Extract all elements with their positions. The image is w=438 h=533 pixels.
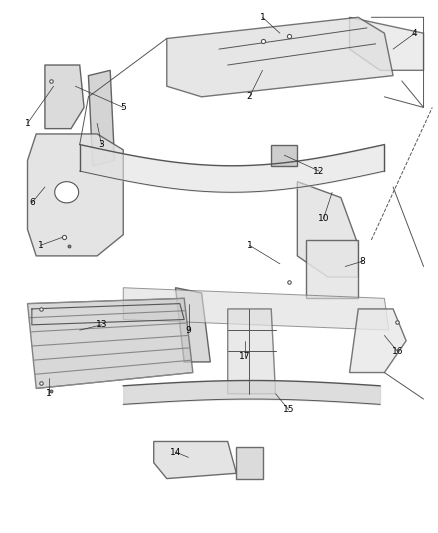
Text: 16: 16	[392, 347, 403, 356]
Polygon shape	[297, 182, 358, 277]
Text: 3: 3	[99, 140, 104, 149]
Polygon shape	[45, 65, 84, 128]
Text: 9: 9	[186, 326, 191, 335]
Text: 5: 5	[120, 103, 126, 112]
Text: 8: 8	[360, 257, 365, 265]
Text: 1: 1	[38, 241, 43, 250]
Polygon shape	[28, 298, 193, 389]
Polygon shape	[237, 447, 262, 479]
Text: 1: 1	[46, 389, 52, 398]
Text: 4: 4	[412, 29, 418, 38]
Text: 15: 15	[283, 405, 294, 414]
Text: 6: 6	[29, 198, 35, 207]
Polygon shape	[306, 240, 358, 298]
Text: 1: 1	[247, 241, 252, 250]
Polygon shape	[167, 17, 393, 97]
Polygon shape	[228, 309, 276, 394]
Polygon shape	[176, 288, 210, 362]
Polygon shape	[350, 17, 424, 70]
Ellipse shape	[55, 182, 79, 203]
Text: 1: 1	[260, 13, 265, 22]
Polygon shape	[350, 309, 406, 373]
Polygon shape	[154, 441, 237, 479]
Polygon shape	[271, 144, 297, 166]
Text: 1: 1	[25, 119, 30, 128]
Polygon shape	[123, 288, 389, 330]
Text: 2: 2	[247, 92, 252, 101]
Text: 17: 17	[239, 352, 251, 361]
Polygon shape	[88, 70, 115, 166]
Text: 10: 10	[318, 214, 329, 223]
Text: 12: 12	[314, 166, 325, 175]
Text: 14: 14	[170, 448, 181, 457]
Polygon shape	[28, 134, 123, 256]
Text: 13: 13	[96, 320, 107, 329]
